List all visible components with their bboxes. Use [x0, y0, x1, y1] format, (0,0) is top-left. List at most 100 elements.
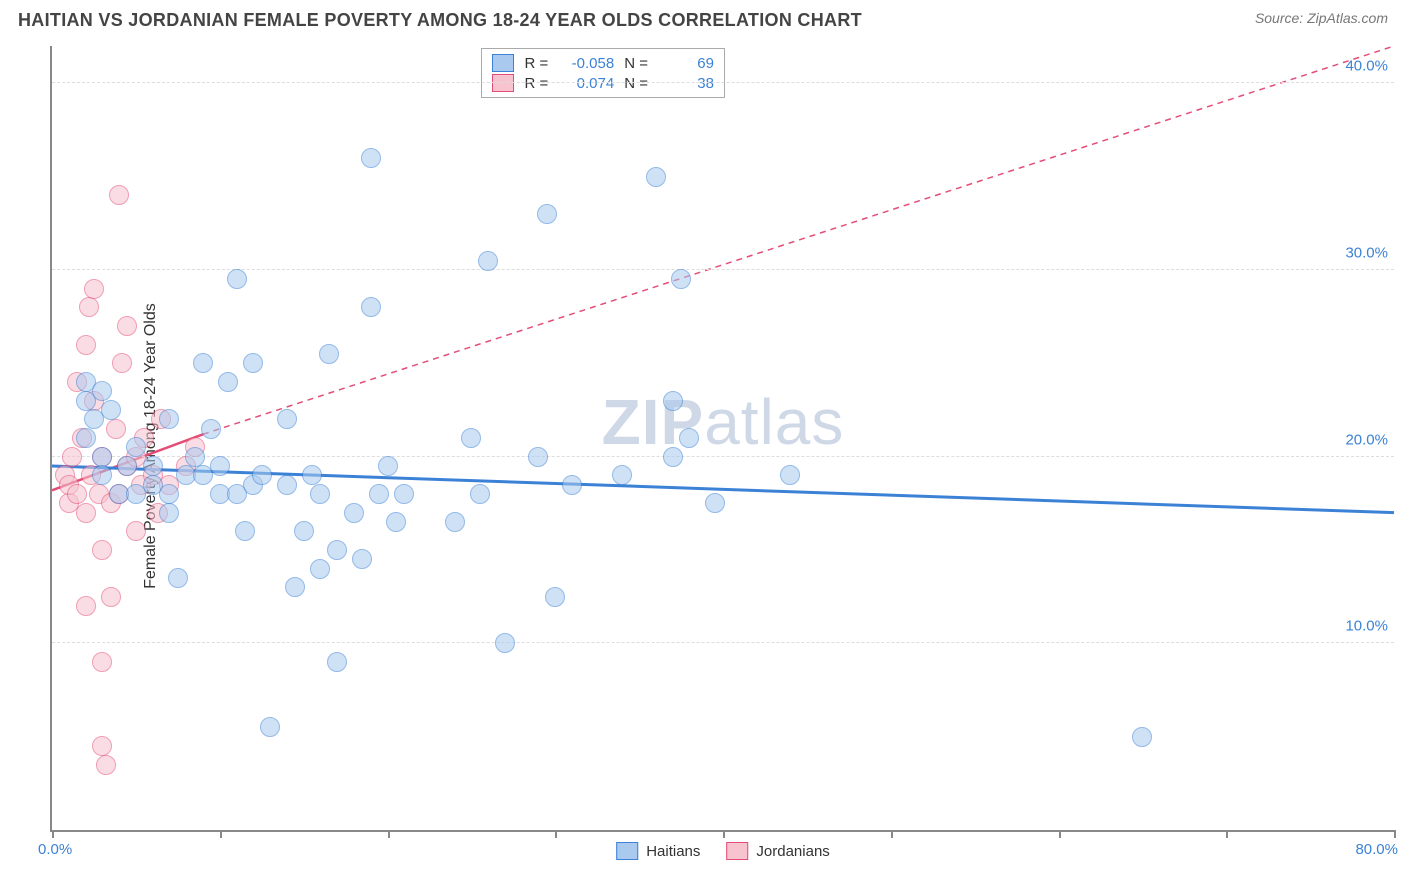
legend-swatch — [726, 842, 748, 860]
data-point — [185, 447, 205, 467]
data-point — [445, 512, 465, 532]
data-point — [294, 521, 314, 541]
x-tick — [388, 830, 390, 838]
data-point — [76, 428, 96, 448]
data-point — [126, 521, 146, 541]
data-point — [159, 503, 179, 523]
data-point — [780, 465, 800, 485]
trend-lines — [52, 46, 1394, 830]
data-point — [344, 503, 364, 523]
x-tick — [52, 830, 54, 838]
data-point — [705, 493, 725, 513]
data-point — [101, 587, 121, 607]
gridline-h — [52, 82, 1394, 83]
data-point — [671, 269, 691, 289]
legend-stat-value: -0.058 — [558, 55, 614, 72]
data-point — [277, 409, 297, 429]
y-tick-label: 10.0% — [1345, 618, 1388, 635]
data-point — [76, 503, 96, 523]
data-point — [126, 437, 146, 457]
data-point — [84, 279, 104, 299]
gridline-h — [52, 456, 1394, 457]
legend-stat-label: R = — [524, 55, 548, 72]
data-point — [252, 465, 272, 485]
legend-swatch — [492, 54, 514, 72]
data-point — [394, 484, 414, 504]
data-point — [495, 633, 515, 653]
data-point — [117, 456, 137, 476]
data-point — [159, 409, 179, 429]
data-point — [92, 652, 112, 672]
data-point — [285, 577, 305, 597]
data-point — [67, 484, 87, 504]
data-point — [386, 512, 406, 532]
legend-stats-row: R =-0.058N =69 — [492, 53, 714, 73]
data-point — [545, 587, 565, 607]
source-text: Source: ZipAtlas.com — [1255, 10, 1388, 26]
x-tick — [220, 830, 222, 838]
gridline-h — [52, 642, 1394, 643]
data-point — [92, 381, 112, 401]
data-point — [612, 465, 632, 485]
legend-series-item: Jordanians — [726, 842, 829, 860]
data-point — [193, 353, 213, 373]
data-point — [310, 559, 330, 579]
title-bar: HAITIAN VS JORDANIAN FEMALE POVERTY AMON… — [0, 0, 1406, 37]
data-point — [235, 521, 255, 541]
y-tick-label: 40.0% — [1345, 58, 1388, 75]
x-tick — [555, 830, 557, 838]
chart-title: HAITIAN VS JORDANIAN FEMALE POVERTY AMON… — [18, 10, 862, 31]
data-point — [92, 736, 112, 756]
data-point — [92, 447, 112, 467]
data-point — [76, 335, 96, 355]
data-point — [327, 540, 347, 560]
legend-series: Haitians Jordanians — [616, 842, 830, 860]
data-point — [361, 148, 381, 168]
data-point — [143, 456, 163, 476]
data-point — [470, 484, 490, 504]
plot-area: ZIPatlas R =-0.058N =69R = 0.074N =38 Ha… — [50, 46, 1394, 832]
data-point — [319, 344, 339, 364]
data-point — [168, 568, 188, 588]
data-point — [663, 447, 683, 467]
data-point — [361, 297, 381, 317]
data-point — [218, 372, 238, 392]
data-point — [117, 316, 137, 336]
data-point — [62, 447, 82, 467]
data-point — [352, 549, 372, 569]
legend-stats: R =-0.058N =69R = 0.074N =38 — [481, 48, 725, 98]
legend-series-label: Haitians — [646, 843, 700, 860]
x-tick — [1059, 830, 1061, 838]
y-tick-label: 20.0% — [1345, 431, 1388, 448]
data-point — [101, 400, 121, 420]
data-point — [528, 447, 548, 467]
x-axis-min-label: 0.0% — [38, 841, 72, 858]
data-point — [378, 456, 398, 476]
data-point — [646, 167, 666, 187]
x-tick — [1226, 830, 1228, 838]
data-point — [76, 596, 96, 616]
data-point — [79, 297, 99, 317]
gridline-h — [52, 269, 1394, 270]
data-point — [1132, 727, 1152, 747]
data-point — [277, 475, 297, 495]
x-tick — [1394, 830, 1396, 838]
legend-series-label: Jordanians — [756, 843, 829, 860]
data-point — [92, 465, 112, 485]
x-tick — [891, 830, 893, 838]
data-point — [106, 419, 126, 439]
x-tick — [723, 830, 725, 838]
x-axis-max-label: 80.0% — [1355, 841, 1398, 858]
data-point — [201, 419, 221, 439]
data-point — [310, 484, 330, 504]
data-point — [92, 540, 112, 560]
data-point — [302, 465, 322, 485]
data-point — [562, 475, 582, 495]
data-point — [537, 204, 557, 224]
data-point — [327, 652, 347, 672]
y-tick-label: 30.0% — [1345, 245, 1388, 262]
data-point — [159, 484, 179, 504]
legend-swatch — [616, 842, 638, 860]
data-point — [96, 755, 116, 775]
data-point — [210, 456, 230, 476]
